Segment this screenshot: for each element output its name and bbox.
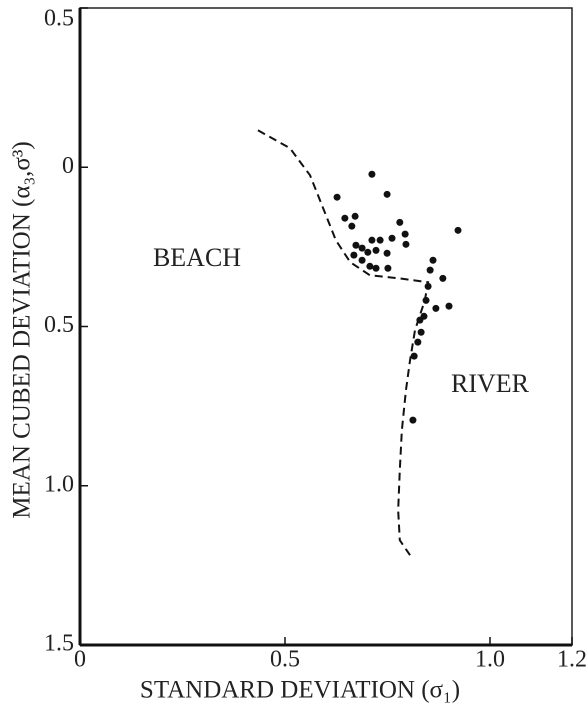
data-point	[352, 241, 360, 249]
data-point	[439, 274, 447, 282]
data-point	[414, 338, 422, 346]
x-tick-label: 0	[74, 647, 86, 673]
data-point	[402, 240, 410, 248]
data-point	[364, 248, 372, 256]
data-point	[417, 328, 425, 336]
x-tick-label: 1.2	[557, 647, 587, 673]
data-point	[358, 244, 366, 252]
y-tick-label: 1.5	[44, 631, 74, 657]
data-point	[454, 226, 462, 234]
data-point	[383, 190, 391, 198]
data-point	[422, 296, 430, 304]
data-point	[429, 256, 437, 264]
data-point	[409, 416, 417, 424]
annotation: BEACH	[153, 243, 241, 272]
data-point	[426, 266, 434, 274]
dashed-curve	[257, 129, 430, 556]
x-axis-label: STANDARD DEVIATION (σ₁)	[140, 677, 460, 704]
y-tick-label: 0	[62, 153, 74, 179]
data-point	[420, 312, 428, 320]
data-point	[333, 193, 341, 201]
data-point	[358, 256, 366, 264]
y-tick-label: 0.5	[44, 312, 74, 338]
data-point	[432, 304, 440, 312]
y-tick-label: 1.0	[44, 471, 74, 497]
data-point	[396, 218, 404, 226]
y-axis-label: MEAN CUBED DEVIATION (α₃,σ³)	[9, 141, 36, 518]
data-point	[410, 352, 418, 360]
data-point	[376, 236, 384, 244]
data-point	[383, 249, 391, 257]
data-point	[372, 246, 380, 254]
data-point	[368, 170, 376, 178]
x-tick-label: 1.0	[475, 647, 505, 673]
data-point	[384, 264, 392, 272]
data-point	[350, 251, 358, 259]
x-tick-label: 0.5	[270, 647, 300, 673]
data-point	[424, 282, 432, 290]
data-point	[401, 230, 409, 238]
data-point	[341, 214, 349, 222]
data-point	[368, 236, 376, 244]
y-tick-label: 0.5	[44, 6, 74, 32]
data-point	[348, 222, 356, 230]
plot-frame	[79, 7, 573, 646]
data-point	[388, 234, 396, 242]
data-point	[351, 212, 359, 220]
data-point	[372, 264, 380, 272]
annotation: RIVER	[451, 369, 530, 398]
data-point	[445, 302, 453, 310]
data-point	[366, 262, 374, 270]
